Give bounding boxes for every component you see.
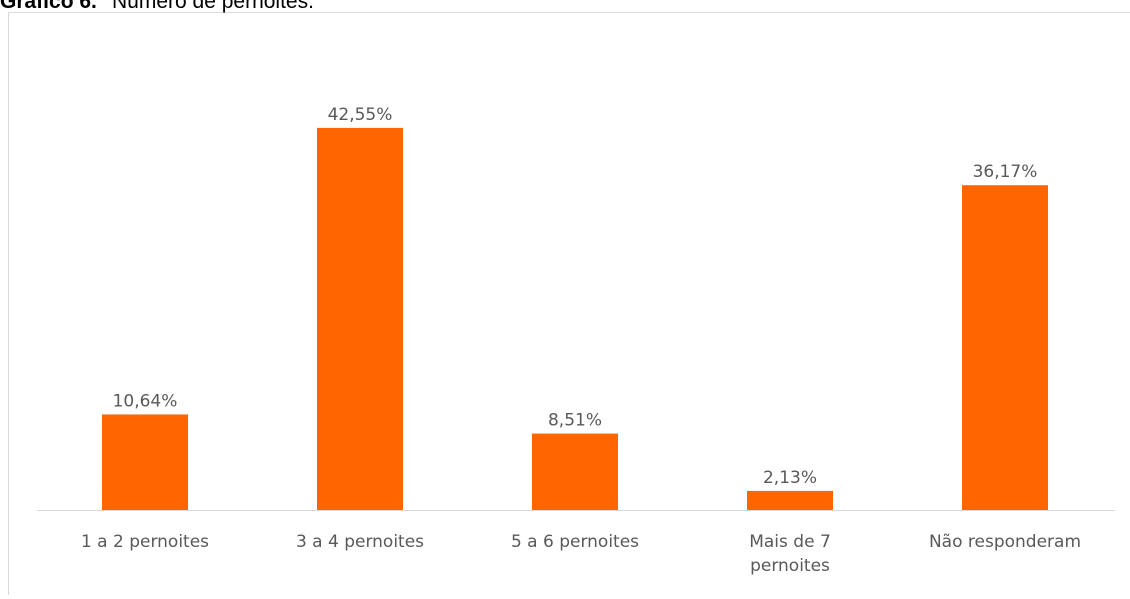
x-tick-label: Mais de 7 pernoites <box>720 530 860 578</box>
bar <box>962 185 1048 510</box>
x-tick-label-box: 1 a 2 pernoites <box>40 530 250 590</box>
data-label: 2,13% <box>763 468 817 488</box>
x-tick-label: 3 a 4 pernoites <box>255 530 465 554</box>
figure-label: Gráfico 6. <box>0 0 97 13</box>
x-tick-label-box: Não responderam <box>900 530 1110 590</box>
bar <box>532 434 618 510</box>
data-label: 10,64% <box>113 391 178 411</box>
data-label: 36,17% <box>973 162 1038 182</box>
x-tick-label: Não responderam <box>900 530 1110 554</box>
bar <box>747 491 833 510</box>
chart-title: Número de pernoites. <box>112 0 314 13</box>
data-label: 42,55% <box>328 105 393 125</box>
bar <box>102 414 188 510</box>
x-tick-label: 5 a 6 pernoites <box>470 530 680 554</box>
x-tick-label-box: 3 a 4 pernoites <box>255 530 465 590</box>
x-tick-label-box: 5 a 6 pernoites <box>470 530 680 590</box>
x-tick-label: 1 a 2 pernoites <box>40 530 250 554</box>
bar <box>317 128 403 510</box>
data-label: 8,51% <box>548 411 602 431</box>
x-tick-label-box: Mais de 7 pernoites <box>685 530 895 590</box>
